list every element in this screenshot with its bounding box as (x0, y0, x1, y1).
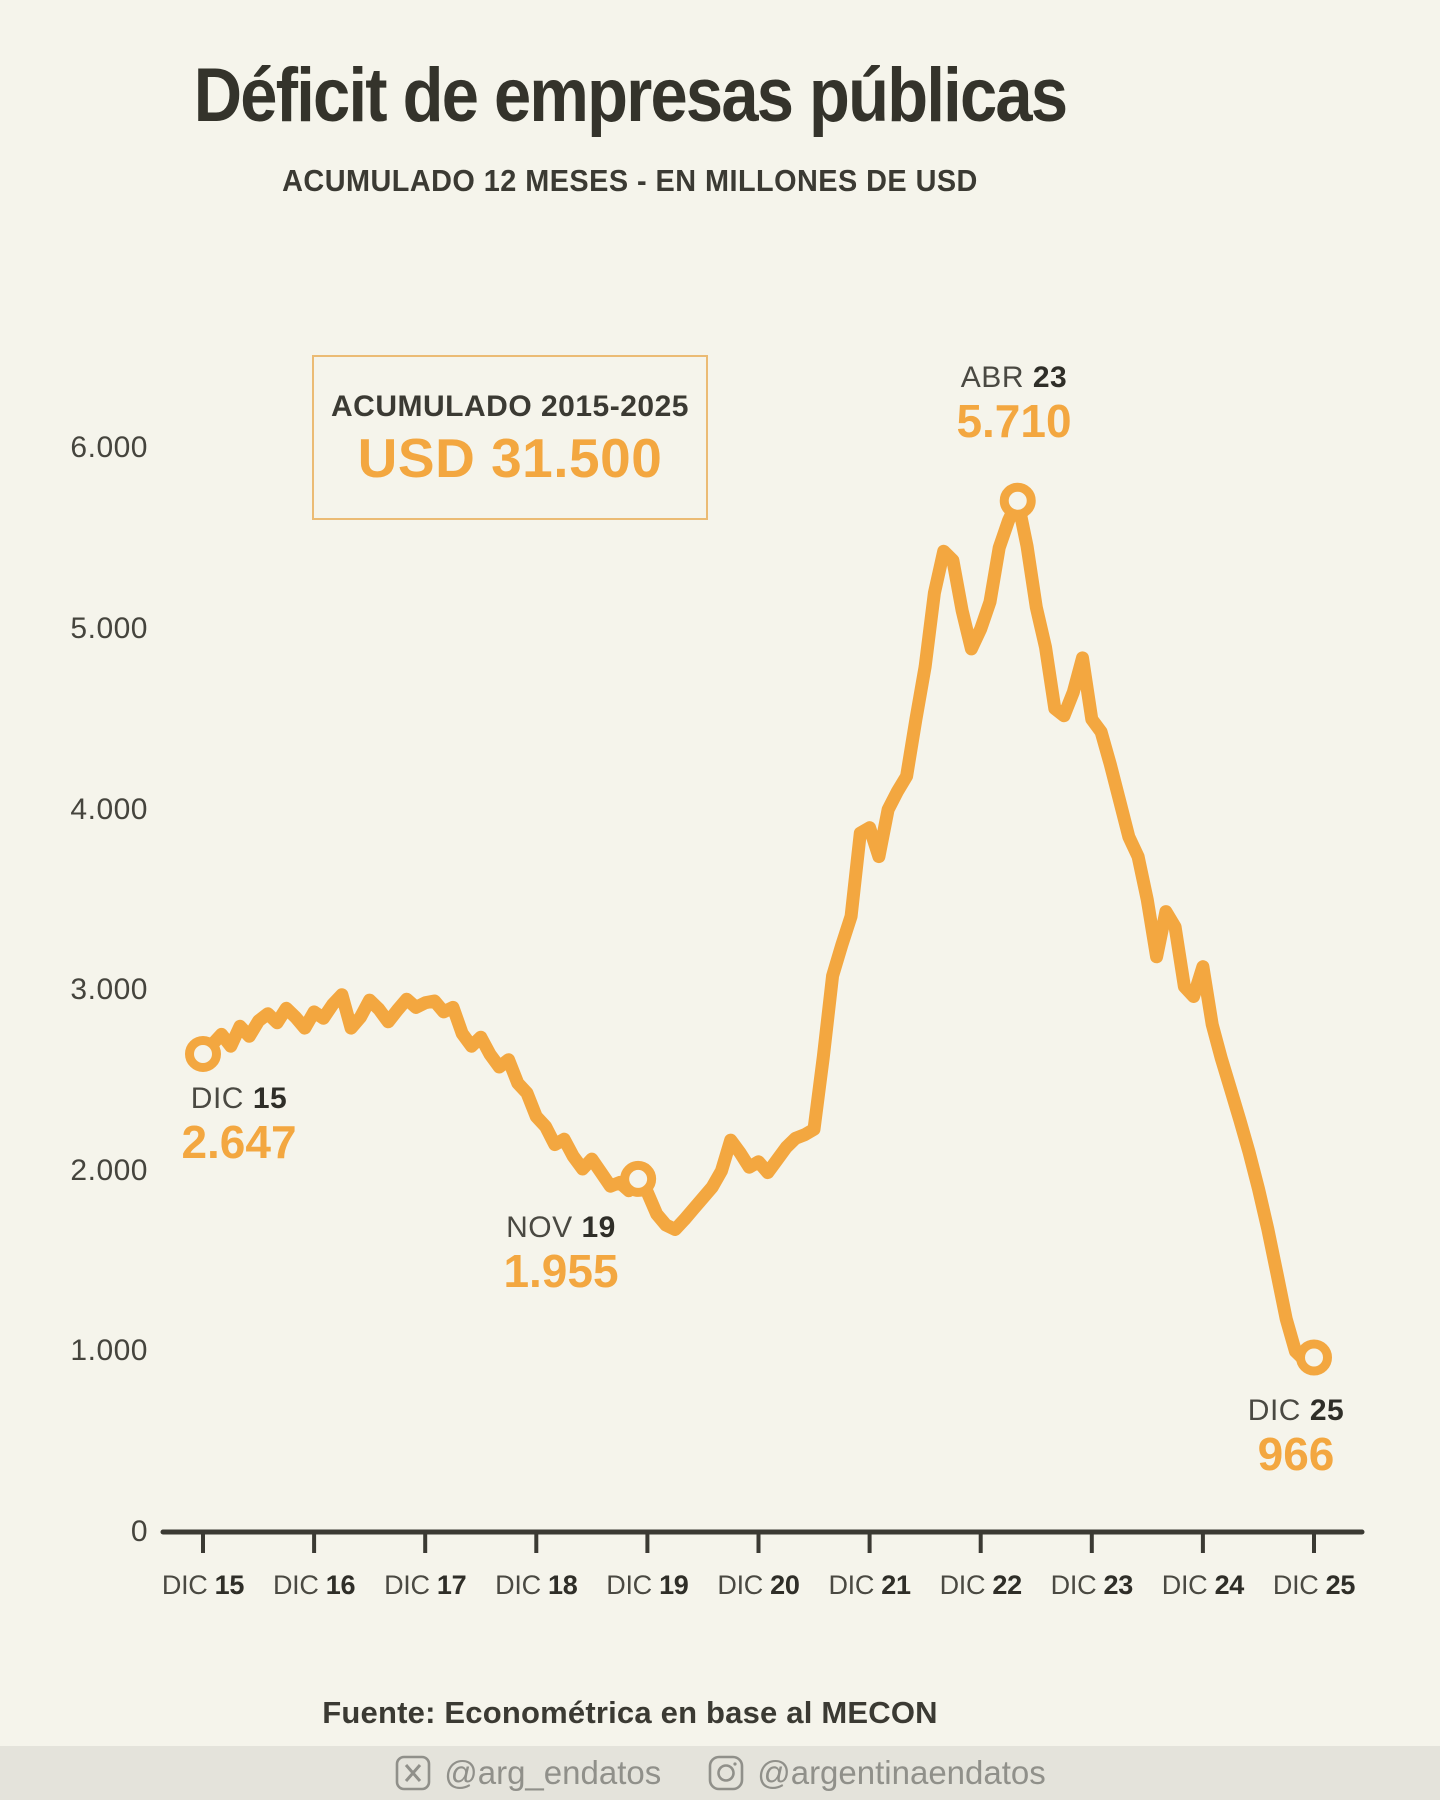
summary-box-label: ACUMULADO 2015-2025 (331, 389, 689, 423)
x-axis-label: DIC 21 (828, 1570, 911, 1600)
x-icon (394, 1754, 432, 1792)
x-axis-label: DIC 17 (384, 1570, 467, 1600)
y-axis-label: 3.000 (70, 973, 148, 1007)
y-axis-label: 4.000 (70, 792, 148, 826)
annotation-dic-15: DIC 15 2.647 (181, 1082, 296, 1166)
annotation-value: 966 (1257, 1427, 1335, 1480)
y-axis-label: 0 (130, 1515, 148, 1548)
x-axis-label: DIC 25 (1272, 1570, 1356, 1600)
social-item-instagram: @argentinaendatos (707, 1754, 1046, 1792)
annotation-value: 5.710 (956, 394, 1072, 447)
annotation-date: DIC 15 (190, 1082, 288, 1115)
data-point-marker-dic15 (185, 1035, 221, 1072)
x-axis-label: DIC 24 (1161, 1570, 1245, 1600)
y-axis-label: 1.000 (70, 1334, 148, 1368)
social-handle: @argentinaendatos (757, 1754, 1046, 1791)
x-axis-label: DIC 15 (161, 1570, 245, 1600)
data-point-marker-dic25 (1296, 1339, 1332, 1376)
social-handle: @arg_endatos (444, 1754, 662, 1791)
y-axis-label: 6.000 (70, 431, 148, 465)
x-axis-label: DIC 23 (1050, 1570, 1134, 1600)
x-axis-label: DIC 22 (939, 1570, 1023, 1600)
annotation-date: NOV 19 (506, 1211, 616, 1244)
social-item-x: @arg_endatos (394, 1754, 661, 1792)
social-strip: @arg_endatos @argentinaendatos (0, 1746, 1440, 1800)
page-subtitle: ACUMULADO 12 MESES - EN MILLONES DE USD (282, 163, 978, 198)
annotation-date: DIC 25 (1247, 1394, 1345, 1427)
y-axis-label: 5.000 (70, 612, 148, 645)
summary-box: ACUMULADO 2015-2025 USD 31.500 (312, 355, 708, 520)
summary-box-value: USD 31.500 (357, 426, 663, 489)
annotation-value: 2.647 (181, 1115, 297, 1168)
data-point-marker-abr23 (999, 482, 1036, 519)
annotation-value: 1.955 (503, 1244, 619, 1297)
instagram-icon (707, 1754, 745, 1792)
y-axis-label: 2.000 (70, 1153, 148, 1187)
x-axis-label: DIC 19 (606, 1570, 689, 1600)
x-axis-label: DIC 18 (495, 1570, 578, 1600)
x-axis-label: DIC 20 (717, 1570, 800, 1600)
source-note: Fuente: Econométrica en base al MECON (322, 1695, 938, 1730)
annotation-dic-25: DIC 25 966 (1248, 1394, 1344, 1478)
x-axis-label: DIC 16 (272, 1570, 356, 1600)
deficit-line (196, 494, 1321, 1367)
page-title: Déficit de empresas públicas (193, 53, 1068, 138)
annotation-date: ABR 23 (960, 361, 1068, 394)
annotation-abr-23: ABR 23 5.710 (956, 361, 1071, 445)
annotation-nov-19: NOV 19 1.955 (503, 1211, 618, 1295)
data-point-marker-nov19 (620, 1160, 657, 1197)
